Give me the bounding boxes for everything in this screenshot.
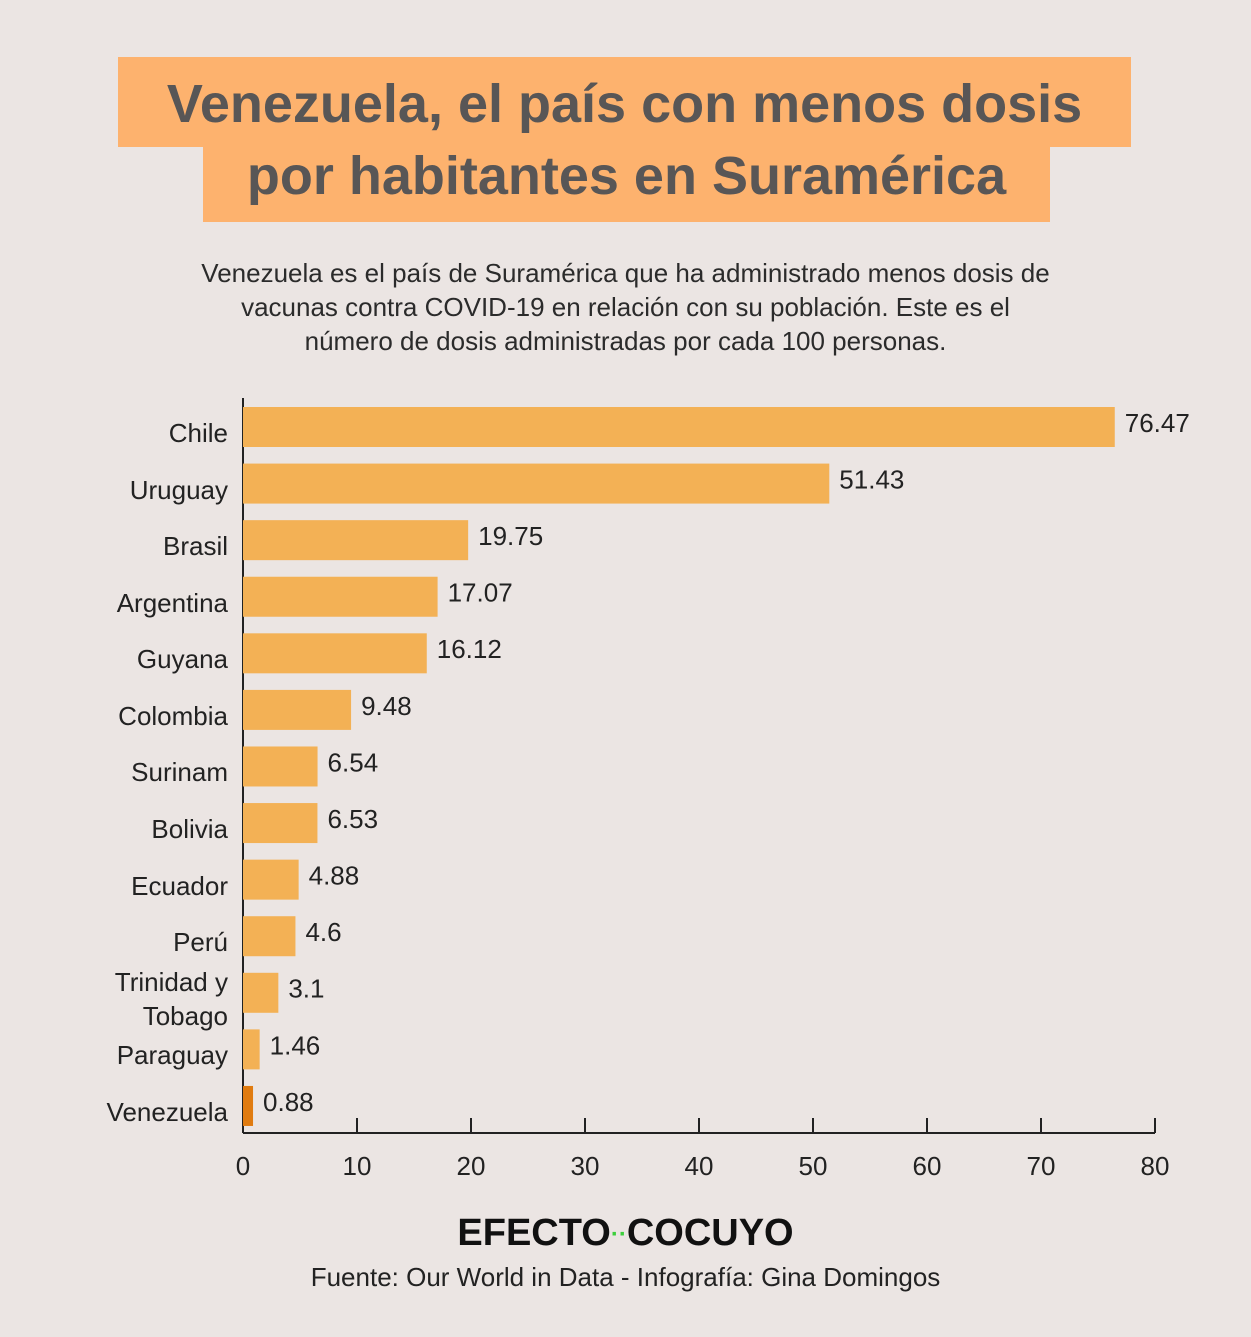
category-label: Trinidad y Tobago [114,966,228,1031]
logo-part: EFECTO [457,1212,611,1254]
x-tick-label: 40 [685,1151,714,1181]
value-label: 4.88 [309,861,360,891]
bar [243,803,318,844]
category-label: Venezuela [106,1096,228,1127]
value-label: 9.48 [361,691,412,721]
x-tick-label: 20 [457,1151,486,1181]
value-label: 76.47 [1125,408,1190,438]
logo: EFECTO··COCUYO [0,1212,1251,1255]
source: Fuente: Our World in Data - Infografía: … [310,1262,941,1292]
subtitle-line: número de dosis administradas por cada 1… [304,326,947,356]
value-label: 4.6 [305,917,341,947]
x-tick-label: 50 [799,1151,828,1181]
value-label: 0.88 [263,1087,314,1117]
category-label: Surinam [131,757,228,788]
category-label: Chile [168,418,228,448]
category-label: Uruguay [129,474,228,505]
category-label: Paraguay [116,1040,228,1071]
value-label: 16.12 [437,634,502,664]
logo-part: COCUYO [626,1212,794,1254]
title-line: Venezuela, el país con menos dosis [118,57,1131,147]
logo-dots: ·· [610,1220,627,1248]
value-label: 3.1 [288,974,324,1004]
bar [243,972,279,1013]
category-label: Brasil [162,531,228,562]
bar [243,1029,260,1070]
category-label: Colombia [118,700,228,731]
bar [243,633,427,674]
value-label: 19.75 [478,521,543,551]
bar [243,859,299,900]
x-tick-label: 0 [236,1151,250,1181]
value-label: 6.53 [327,804,378,834]
subtitle-line: Venezuela es el país de Suramérica que h… [201,258,1050,288]
category-label: Bolivia [151,814,228,845]
category-label: Ecuador [131,870,228,901]
bar [243,689,352,730]
bar [243,520,469,561]
x-tick-label: 30 [571,1151,600,1181]
value-label: 6.54 [328,747,379,777]
value-label: 51.43 [839,464,904,494]
value-label: 17.07 [448,578,513,608]
bar [243,746,318,787]
category-label: Perú [173,927,228,958]
bar [243,1085,254,1126]
category-label: Argentina [116,587,228,618]
x-tick-label: 80 [1141,1151,1170,1181]
value-label: 1.46 [270,1030,321,1060]
x-tick-label: 10 [343,1151,372,1181]
x-tick-label: 60 [913,1151,942,1181]
title-line: por habitantes en Suramérica [203,147,1050,222]
x-tick-label: 70 [1027,1151,1056,1181]
bar [243,576,438,617]
bar [243,463,830,504]
bar [243,407,1115,447]
subtitle-line: vacunas contra COVID-19 en relación con … [241,292,1010,322]
bar [243,916,296,957]
category-label: Guyana [136,644,228,675]
